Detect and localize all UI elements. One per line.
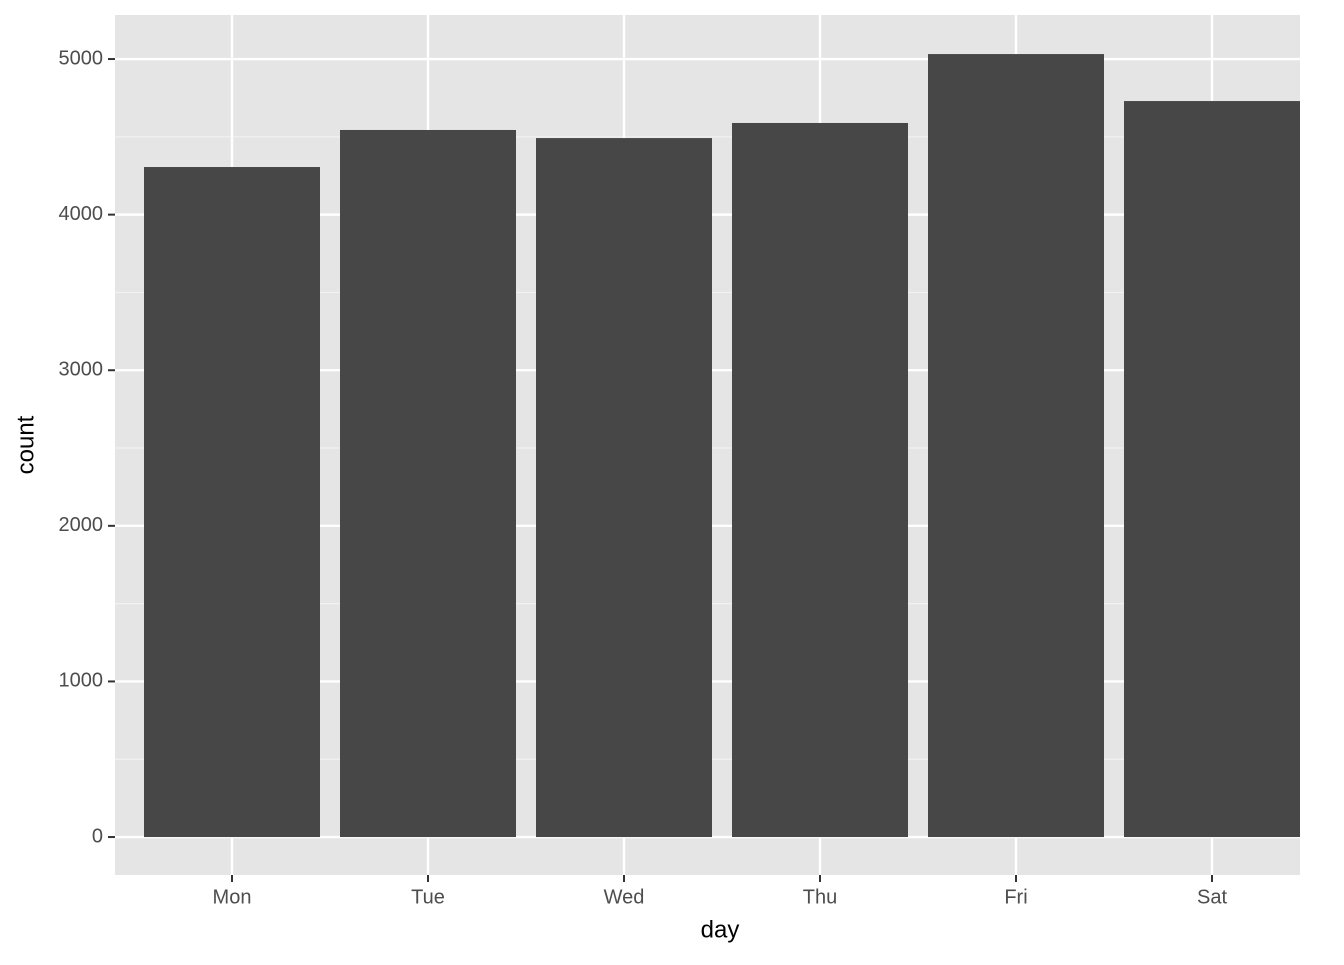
bar [340, 129, 516, 838]
bar [928, 54, 1104, 838]
y-tick-label: 2000 [59, 514, 104, 536]
bar [536, 138, 712, 838]
x-tick-label: Thu [803, 886, 837, 908]
bar [732, 122, 908, 838]
x-tick-label: Tue [411, 886, 445, 908]
x-axis-title: day [701, 916, 740, 943]
x-tick-label: Sat [1197, 886, 1227, 908]
x-tick-label: Wed [604, 886, 645, 908]
y-tick-label: 0 [92, 825, 103, 847]
y-axis-title: count [12, 415, 39, 474]
x-tick-label: Fri [1004, 886, 1027, 908]
y-tick-label: 1000 [59, 670, 104, 692]
y-tick-label: 3000 [59, 359, 104, 381]
bar [1124, 101, 1300, 838]
x-tick-label: Mon [213, 886, 252, 908]
y-tick-label: 4000 [59, 203, 104, 225]
y-tick-label: 5000 [59, 47, 104, 69]
bar [144, 167, 320, 838]
